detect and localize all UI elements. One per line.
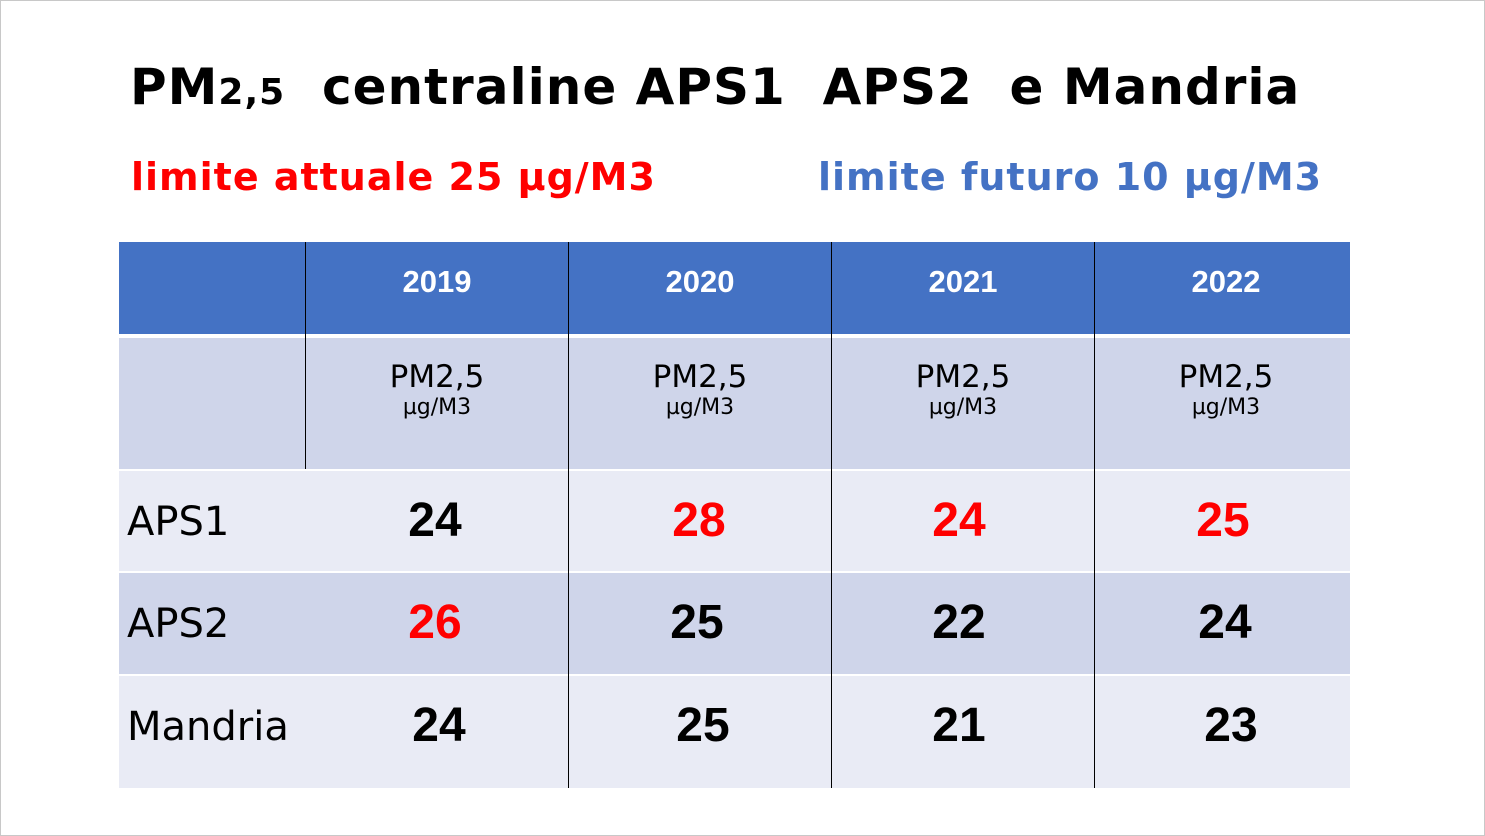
unit-cell: PM2,5 µg/M3 — [569, 358, 831, 420]
value-cell: 28 — [672, 494, 726, 547]
value-cell: 25 — [676, 699, 730, 752]
table-row-aps2: APS2 26 25 22 24 — [119, 573, 1350, 674]
column-divider — [568, 242, 569, 788]
year-header-2019: 2019 — [402, 264, 472, 299]
value-cell: 22 — [932, 596, 986, 649]
unit-measure: µg/M3 — [928, 395, 998, 420]
value-cell: 21 — [932, 699, 986, 752]
year-header-2020: 2020 — [665, 264, 735, 299]
value-cell: 23 — [1204, 699, 1258, 752]
value-cell: 24 — [932, 494, 986, 547]
row-label-aps1: APS1 — [127, 499, 230, 545]
title-rest: centraline APS1 APS2 e Mandria — [285, 58, 1301, 116]
title-pm: PM — [130, 58, 219, 116]
table-row-mandria: Mandria 24 25 21 23 — [119, 676, 1350, 788]
column-divider — [1094, 242, 1095, 788]
value-cell: 24 — [408, 494, 462, 547]
unit-pollutant: PM2,5 — [652, 359, 748, 395]
year-header-2021: 2021 — [928, 264, 998, 299]
table-header-row: 2019 2020 2021 2022 — [119, 242, 1350, 334]
slide-title: PM2,5 centraline APS1 APS2 e Mandria — [130, 58, 1300, 116]
title-subscript: 2,5 — [218, 72, 286, 113]
value-cell: 25 — [670, 596, 724, 649]
table-units-row: PM2,5 µg/M3 PM2,5 µg/M3 PM2,5 µg/M3 PM2,5 µg… — [119, 338, 1350, 469]
unit-pollutant: PM2,5 — [389, 359, 485, 395]
value-cell: 24 — [412, 699, 466, 752]
pm25-table: 2019 2020 2021 2022 PM2,5 µg/M3 PM2,5 µg/M… — [119, 242, 1350, 788]
year-header-2022: 2022 — [1191, 264, 1261, 299]
value-cell: 26 — [408, 596, 462, 649]
row-label-aps2: APS2 — [127, 601, 230, 647]
value-cell: 25 — [1196, 494, 1250, 547]
unit-measure: µg/M3 — [665, 395, 735, 420]
value-cell: 24 — [1198, 596, 1252, 649]
current-limit-text: limite attuale 25 µg/M3 — [131, 155, 656, 199]
column-divider — [305, 242, 306, 469]
unit-measure: µg/M3 — [402, 395, 472, 420]
column-divider — [831, 242, 832, 788]
row-label-mandria: Mandria — [127, 704, 289, 750]
unit-pollutant: PM2,5 — [1178, 359, 1274, 395]
future-limit-text: limite futuro 10 µg/M3 — [818, 155, 1323, 199]
unit-cell: PM2,5 µg/M3 — [306, 358, 568, 420]
unit-cell: PM2,5 µg/M3 — [1095, 358, 1357, 420]
table-row-aps1: APS1 24 28 24 25 — [119, 471, 1350, 571]
unit-pollutant: PM2,5 — [915, 359, 1011, 395]
unit-cell: PM2,5 µg/M3 — [832, 358, 1094, 420]
unit-measure: µg/M3 — [1191, 395, 1261, 420]
